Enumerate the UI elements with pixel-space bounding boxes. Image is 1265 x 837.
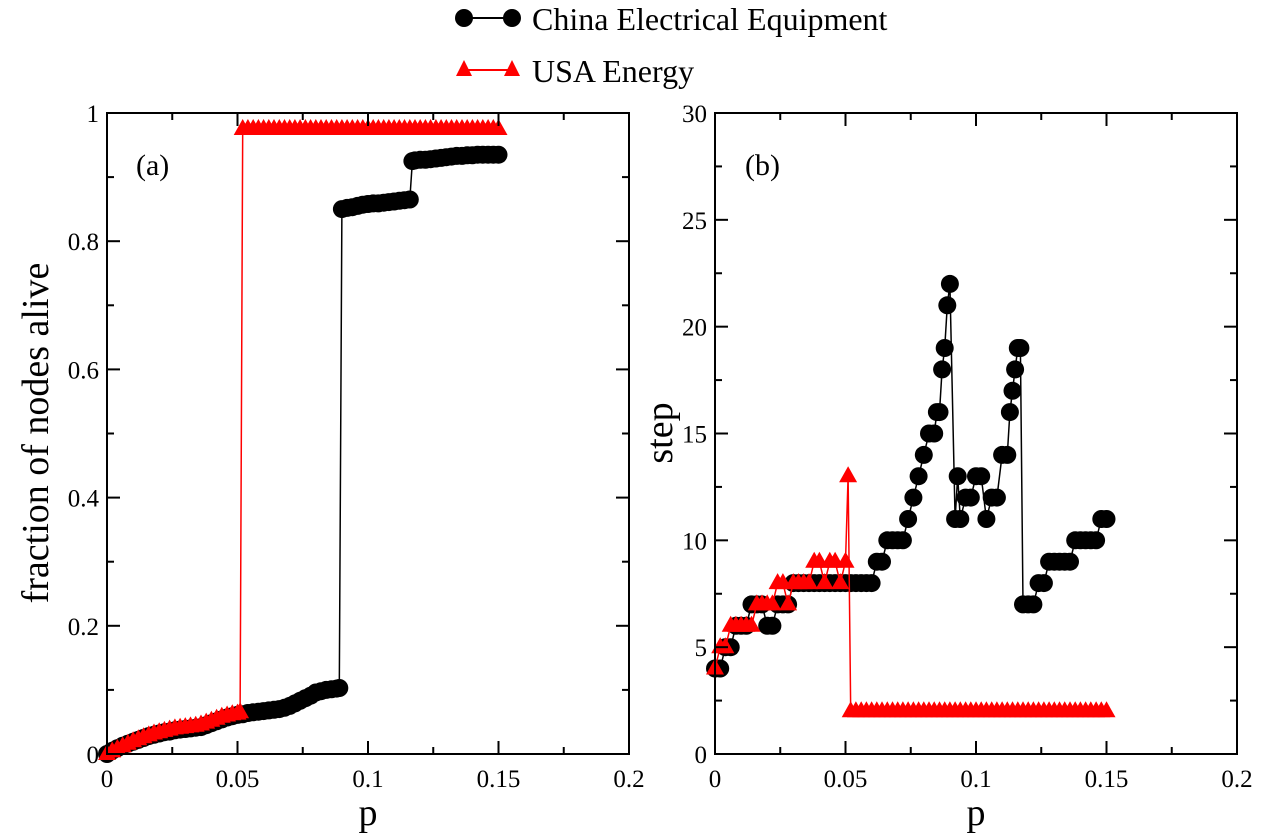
panel-b-china-point	[899, 510, 918, 528]
panel-b-ticks: 0 0.05 0.1 0.15 0.2 0 5 10 15 20 25 30	[682, 101, 1253, 793]
panel-b-usa-point	[763, 594, 782, 611]
panel-b-china-point	[1061, 552, 1079, 571]
panel-a-ticks: 0 0.05 0.1 0.15 0.2 0 0.2 0.4 0.6 0.8 1	[68, 101, 645, 793]
panel-b-china-point	[987, 488, 1006, 507]
panel-b-china-point	[1024, 595, 1043, 614]
panel-b-china-point	[998, 445, 1017, 464]
panel-a-xtick-label: 0.2	[613, 766, 644, 793]
panel-a-ytick-label: 0.6	[68, 357, 99, 384]
panel-b-china-point	[972, 467, 991, 486]
legend-item-china: China Electrical Equipment	[455, 1, 888, 37]
panel-a-ytick-label: 1	[87, 101, 100, 128]
legend-label-china: China Electrical Equipment	[532, 1, 888, 37]
legend: China Electrical Equipment USA Energy	[455, 1, 888, 89]
panel-b-series	[706, 274, 1116, 718]
panel-b-usa-point	[800, 573, 818, 590]
panel-a-frame	[106, 112, 630, 755]
panel-b-china-point	[1006, 360, 1025, 379]
panel-a-ytick-label: 0.2	[68, 614, 99, 641]
panel-a-tag: (a)	[136, 149, 169, 182]
panel-b-usa-point	[839, 466, 858, 483]
panel-b-china-point	[873, 552, 891, 571]
panel-b-china-point	[1097, 510, 1116, 528]
panel-a-usa-line	[106, 128, 499, 755]
legend-marker-usa-right	[504, 60, 520, 76]
panel-a-china-point	[400, 190, 419, 209]
panel-b-ylabel: step	[639, 402, 681, 463]
panel-b-china-point	[1000, 403, 1019, 422]
panel-b-china-point	[862, 574, 881, 593]
panel-a-china-line	[106, 153, 499, 755]
panel-b-china-point	[1034, 574, 1053, 593]
panel-b-china-point	[893, 531, 912, 550]
panel-a-china-point	[330, 679, 349, 697]
panel-b-china-point	[948, 467, 967, 486]
panel-a-ytick-label: 0	[87, 742, 100, 769]
panel-b: 0 0.05 0.1 0.15 0.2 0 5 10 15 20 25 30 (b) p step	[639, 101, 1253, 834]
panel-b-ytick-label: 5	[695, 635, 708, 662]
panel-b-usa-point	[1097, 701, 1116, 718]
panel-a: 0 0.05 0.1 0.15 0.2 0 0.2 0.4 0.6 0.8 1 (a) p frac…	[15, 101, 645, 834]
panel-b-xtick-label: 0.05	[824, 766, 868, 793]
legend-marker-usa-left	[456, 60, 472, 76]
panel-b-ytick-label: 15	[682, 422, 707, 449]
panel-b-china-point	[925, 424, 944, 443]
panel-a-xtick-label: 0.05	[216, 766, 260, 793]
panel-a-series	[98, 119, 508, 763]
panel-b-china-point	[1087, 531, 1106, 550]
panel-b-ytick-label: 10	[682, 528, 707, 555]
panel-b-china-point	[940, 274, 959, 293]
legend-item-usa: USA Energy	[456, 53, 694, 89]
panel-b-china-point	[904, 488, 923, 507]
panel-a-xtick-label: 0.1	[352, 766, 383, 793]
panel-b-china-point	[933, 360, 952, 379]
panel-a-ylabel: fraction of nodes alive	[15, 263, 57, 604]
panel-b-china-point	[909, 467, 928, 486]
panel-b-usa-point	[815, 573, 834, 590]
panel-b-china-point	[914, 445, 933, 464]
panel-a-china-point	[489, 145, 508, 164]
panel-a-usa-point	[231, 702, 250, 719]
panel-b-china-point	[1003, 381, 1022, 400]
panel-b-usa-point	[742, 615, 761, 632]
panel-b-ytick-label: 20	[682, 315, 707, 342]
panel-b-ytick-label: 0	[695, 742, 708, 769]
panel-b-usa-point	[779, 594, 798, 611]
legend-label-usa: USA Energy	[532, 53, 694, 89]
panel-b-ytick-label: 25	[682, 208, 707, 235]
panel-a-xtick-label: 0	[101, 766, 114, 793]
panel-b-xlabel: p	[967, 792, 986, 834]
panel-b-xtick-label: 0.2	[1221, 766, 1252, 793]
panel-a-ytick-label: 0.8	[68, 229, 99, 256]
panel-b-china-point	[951, 510, 970, 528]
panel-b-ytick-label: 30	[682, 101, 707, 128]
panel-a-usa-point	[489, 119, 508, 135]
legend-marker-china-right	[503, 9, 521, 27]
panel-b-china-point	[930, 403, 949, 422]
panel-b-china-point	[935, 339, 954, 357]
panel-b-china-point	[977, 510, 996, 528]
panel-a-xtick-label: 0.15	[477, 766, 521, 793]
panel-b-china-point	[938, 296, 957, 315]
panel-a-ytick-label: 0.4	[68, 486, 100, 513]
panel-b-usa-point	[716, 637, 735, 654]
panel-a-xlabel: p	[359, 792, 378, 834]
panel-b-china-point	[763, 616, 782, 635]
panel-b-tag: (b)	[745, 149, 780, 182]
panel-b-xtick-label: 0	[709, 766, 722, 793]
panel-b-china-point	[961, 488, 980, 507]
panel-b-china-point	[1011, 339, 1030, 357]
panel-b-usa-point	[836, 551, 855, 568]
panel-b-usa-point	[831, 573, 850, 590]
panel-b-frame	[714, 112, 1238, 755]
panel-b-xtick-label: 0.1	[960, 766, 991, 793]
legend-marker-china-left	[455, 9, 473, 27]
panel-b-xtick-label: 0.15	[1085, 766, 1129, 793]
